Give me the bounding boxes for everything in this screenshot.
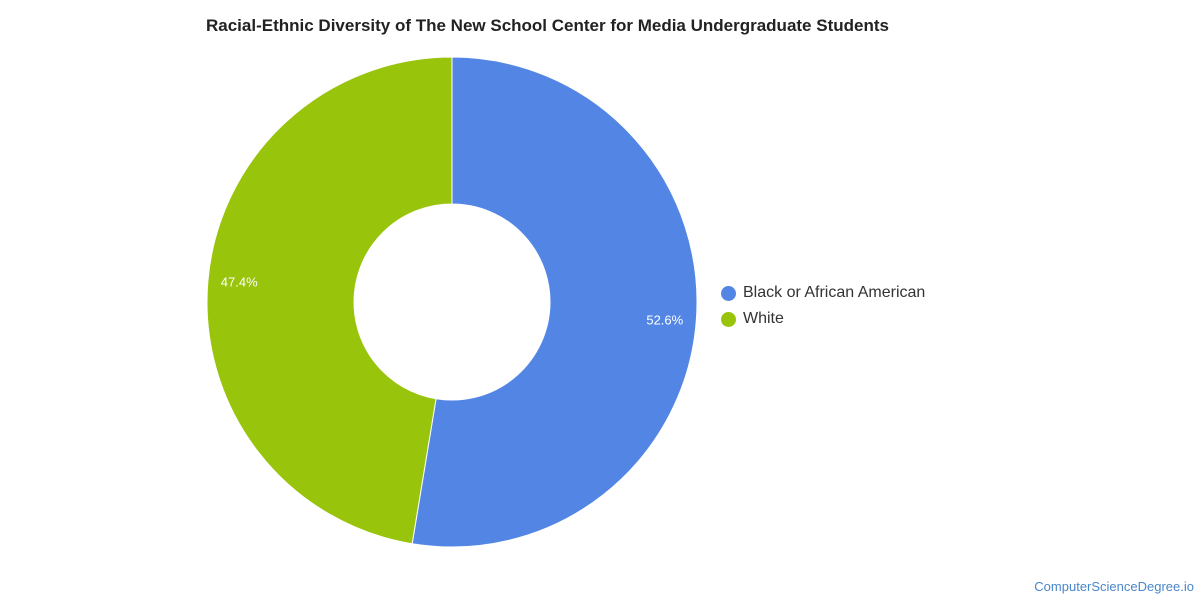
donut-slice-black-or-african-american[interactable] [411,56,698,548]
slice-label-white: 47.4% [221,275,258,290]
legend-swatch-black-or-african-american [721,285,736,301]
legend-label-black-or-african-american: Black or African American [743,284,926,301]
watermark-link[interactable]: ComputerScienceDegree.io [1034,579,1194,594]
donut-slice-white[interactable] [206,56,453,545]
donut-slice-labels: 52.6% 47.4% [221,275,684,328]
slice-label-black-or-african-american: 52.6% [646,312,683,327]
donut-slices [206,56,698,548]
chart-title: Racial-Ethnic Diversity of The New Schoo… [206,16,889,35]
legend-label-white: White [743,310,784,327]
legend: Black or African American White [721,280,925,332]
legend-item-black-or-african-american[interactable]: Black or African American [721,280,925,306]
legend-swatch-white [721,311,736,327]
legend-item-white[interactable]: White [721,306,925,332]
